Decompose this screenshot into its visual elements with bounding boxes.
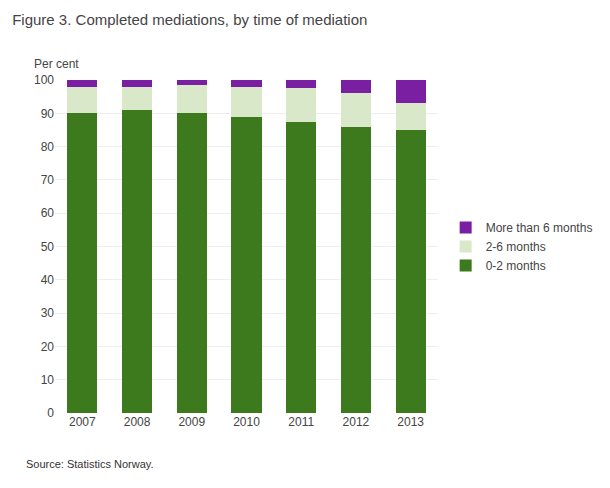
svg-text:20: 20	[41, 340, 55, 354]
svg-text:2013: 2013	[397, 415, 424, 429]
svg-text:0: 0	[47, 406, 54, 420]
svg-text:10: 10	[41, 373, 55, 387]
svg-text:40: 40	[41, 273, 55, 287]
svg-text:2008: 2008	[124, 415, 151, 429]
svg-text:Per cent: Per cent	[34, 57, 79, 71]
svg-text:2-6 months: 2-6 months	[486, 240, 546, 254]
svg-text:30: 30	[41, 306, 55, 320]
svg-text:2011: 2011	[288, 415, 314, 429]
svg-text:Source: Statistics Norway.: Source: Statistics Norway.	[26, 458, 154, 470]
svg-text:80: 80	[41, 140, 55, 154]
svg-text:2010: 2010	[233, 415, 260, 429]
svg-text:50: 50	[41, 240, 55, 254]
svg-text:2009: 2009	[178, 415, 205, 429]
svg-text:60: 60	[41, 206, 55, 220]
svg-text:70: 70	[41, 173, 55, 187]
svg-text:More than 6 months: More than 6 months	[486, 221, 593, 235]
svg-text:2012: 2012	[343, 415, 370, 429]
svg-text:0-2 months: 0-2 months	[486, 259, 546, 273]
svg-text:90: 90	[41, 107, 55, 121]
svg-text:2007: 2007	[69, 415, 96, 429]
svg-text:Figure 3. Completed mediations: Figure 3. Completed mediations, by time …	[12, 11, 367, 28]
svg-text:100: 100	[34, 73, 54, 87]
